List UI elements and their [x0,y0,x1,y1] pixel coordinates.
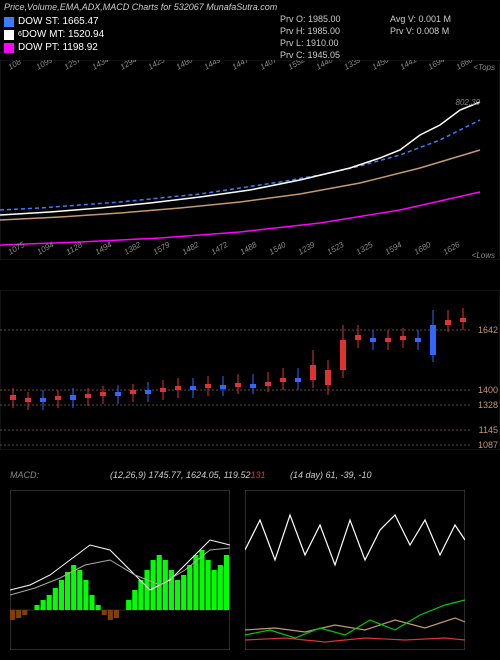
legend-text: DOW MT: 1520.94 [22,29,104,40]
macd-histogram-panel[interactable] [10,490,230,650]
svg-text:1087: 1087 [478,440,498,450]
macd-params-1: (12,26,9) 1745.77, 1624.05, 119.52131 [110,470,265,480]
info-row: Prv H: 1985.00 [280,26,341,38]
chart-title: Price,Volume,EMA,ADX,MACD Charts for 532… [4,2,277,12]
legend-text: DOW PT: 1198.92 [18,42,98,53]
info-row: Prv V: 0.008 M [390,26,451,38]
svg-text:1145: 1145 [479,425,498,435]
info-row: Prv L: 1910.00 [280,38,341,50]
volume-block: Avg V: 0.001 MPrv V: 0.008 M [390,14,451,38]
svg-text:<Lows: <Lows [472,251,495,260]
chart-container: Price,Volume,EMA,ADX,MACD Charts for 532… [0,0,500,660]
legend-swatch [4,43,14,53]
legend-swatch [4,30,14,40]
svg-text:1400: 1400 [478,385,498,395]
info-row: Avg V: 0.001 M [390,14,451,26]
price-ema-panel[interactable]: 1081099125714341294142514801449144714071… [0,60,500,260]
prev-ohlc-block: Prv O: 1985.00Prv H: 1985.00Prv L: 1910.… [280,14,341,62]
macd-label: MACD: [10,470,39,480]
legend-swatch [4,17,14,27]
svg-text:1642: 1642 [478,325,498,335]
legend-item: DOW ST: 1665.47 [4,16,104,27]
candlestick-panel[interactable]: 1642 1400 1328 1145 1087 [0,290,500,450]
legend-text: DOW ST: 1665.47 [18,16,99,27]
info-row: Prv O: 1985.00 [280,14,341,26]
svg-text:1328: 1328 [478,400,498,410]
legend-item: 6DOW MT: 1520.94 [4,29,104,40]
svg-text:802.30: 802.30 [456,98,481,107]
macd-params-2: (14 day) 61, -39, -10 [290,470,372,480]
legend: DOW ST: 1665.47 6DOW MT: 1520.94 DOW PT: 1… [4,16,104,55]
adx-panel[interactable] [245,490,465,650]
legend-item: DOW PT: 1198.92 [4,42,104,53]
svg-text:<Tops: <Tops [473,63,495,72]
